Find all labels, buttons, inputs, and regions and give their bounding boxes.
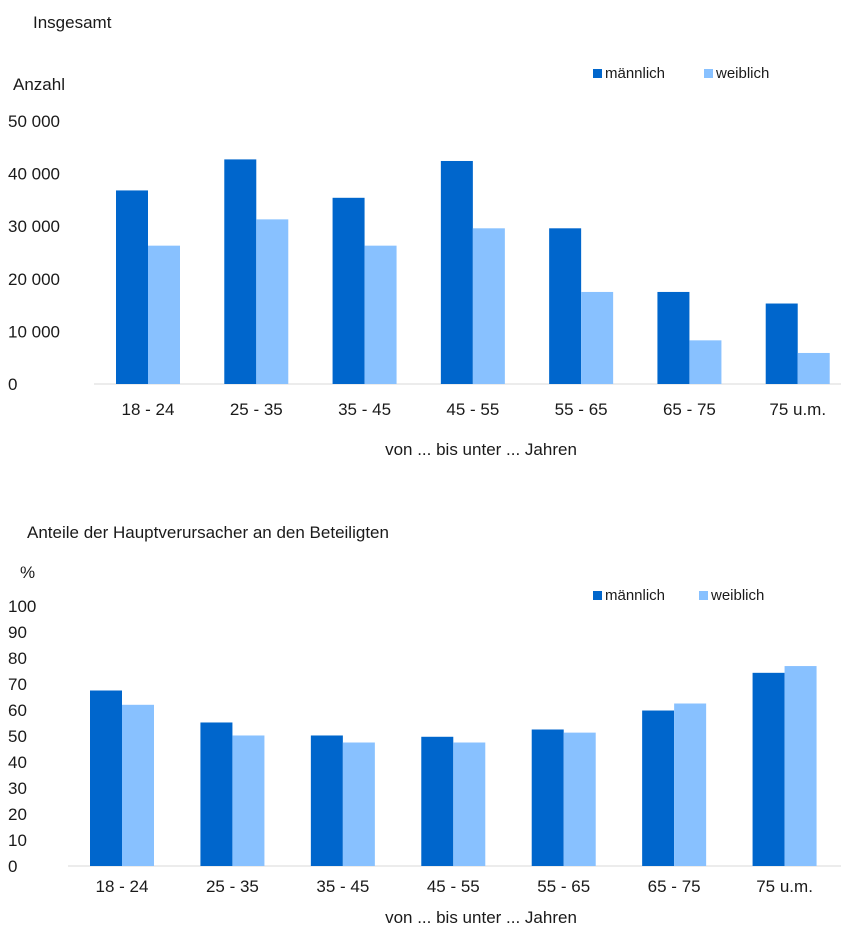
y-tick-label: 10 000 [8, 322, 60, 341]
bar-maennlich [531, 729, 564, 866]
x-tick-label: 45 - 55 [446, 400, 499, 419]
y-tick-label: 70 [8, 675, 27, 694]
bar-weiblich [797, 352, 830, 384]
legend-label-weiblich: weiblich [715, 65, 769, 82]
y-tick-label: 20 000 [8, 270, 60, 289]
bar-maennlich [332, 197, 365, 384]
x-axis-label: von ... bis unter ... Jahren [385, 440, 577, 459]
x-tick-label: 45 - 55 [427, 877, 480, 896]
x-axis-label: von ... bis unter ... Jahren [385, 908, 577, 927]
bar-maennlich [116, 190, 148, 384]
y-axis-label: % [20, 563, 35, 582]
x-tick-label: 75 u.m. [756, 877, 813, 896]
chart-share: Anteile der Hauptverursacher an den Bete… [0, 505, 841, 934]
bar-weiblich [689, 340, 722, 384]
bar-maennlich [657, 291, 690, 384]
y-tick-label: 40 [8, 753, 27, 772]
legend-swatch-weiblich [699, 591, 708, 600]
x-tick-label: 18 - 24 [96, 877, 149, 896]
y-tick-label: 0 [8, 375, 17, 394]
bar-maennlich [421, 736, 454, 866]
x-tick-label: 35 - 45 [316, 877, 369, 896]
y-tick-label: 60 [8, 701, 27, 720]
x-tick-label: 25 - 35 [206, 877, 259, 896]
bar-maennlich [224, 159, 257, 384]
x-tick-label: 25 - 35 [230, 400, 283, 419]
bar-maennlich [642, 710, 675, 866]
y-tick-label: 40 000 [8, 165, 60, 184]
bar-maennlich [549, 228, 582, 384]
bar-weiblich [784, 666, 817, 866]
bar-weiblich [674, 703, 707, 866]
bar-weiblich [148, 245, 180, 384]
legend-swatch-maennlich [593, 591, 602, 600]
y-tick-label: 50 000 [8, 112, 60, 131]
bar-maennlich [440, 160, 473, 384]
y-axis-label: Anzahl [13, 75, 65, 94]
legend-swatch-weiblich [704, 69, 713, 78]
bar-weiblich [472, 228, 505, 384]
y-tick-label: 80 [8, 649, 27, 668]
chart-title: Insgesamt [33, 13, 112, 32]
bar-weiblich [364, 245, 397, 384]
bar-weiblich [342, 742, 375, 866]
legend-label-maennlich: männlich [605, 65, 665, 82]
x-tick-label: 55 - 65 [555, 400, 608, 419]
y-tick-label: 30 [8, 779, 27, 798]
bar-maennlich [752, 672, 785, 866]
legend-label-maennlich: männlich [605, 587, 665, 604]
bar-weiblich [122, 704, 154, 866]
bar-weiblich [581, 291, 614, 384]
y-tick-label: 20 [8, 805, 27, 824]
y-tick-label: 90 [8, 623, 27, 642]
x-tick-label: 55 - 65 [537, 877, 590, 896]
x-tick-label: 18 - 24 [122, 400, 175, 419]
y-tick-label: 50 [8, 727, 27, 746]
bar-weiblich [453, 742, 486, 866]
x-tick-label: 35 - 45 [338, 400, 391, 419]
y-tick-label: 30 000 [8, 217, 60, 236]
bar-maennlich [200, 722, 233, 866]
chart-share-svg: Anteile der Hauptverursacher an den Bete… [8, 523, 841, 927]
bar-maennlich [90, 690, 122, 866]
chart-total: Insgesamt Anzahl 0 10 000 20 000 30 000 40 000… [8, 13, 841, 459]
y-tick-label: 10 [8, 831, 27, 850]
y-tick-label: 100 [8, 597, 36, 616]
chart-title: Anteile der Hauptverursacher an den Bete… [27, 523, 389, 542]
bar-weiblich [256, 219, 289, 384]
bar-maennlich [765, 303, 798, 384]
x-tick-label: 65 - 75 [648, 877, 701, 896]
legend-swatch-maennlich [593, 69, 602, 78]
bar-weiblich [563, 732, 596, 866]
y-tick-label: 0 [8, 857, 17, 876]
legend-label-weiblich: weiblich [710, 587, 764, 604]
bar-maennlich [310, 735, 343, 866]
x-tick-label: 75 u.m. [769, 400, 826, 419]
bar-weiblich [232, 735, 265, 866]
x-tick-label: 65 - 75 [663, 400, 716, 419]
chart-total-svg: Insgesamt Anzahl 0 10 000 20 000 30 000 40 000… [8, 13, 841, 459]
